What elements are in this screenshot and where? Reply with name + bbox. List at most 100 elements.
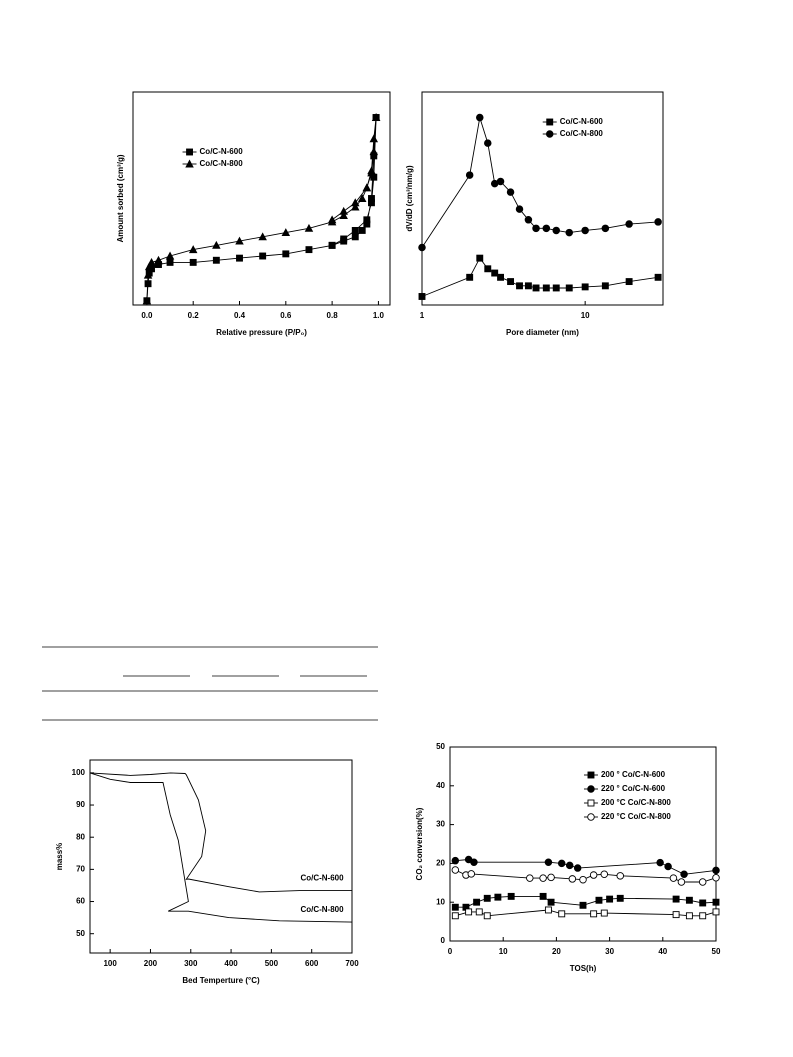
marker <box>142 296 152 305</box>
marker <box>547 898 555 906</box>
legend-label: Co/C-N-800 <box>200 159 244 168</box>
marker <box>672 895 680 903</box>
marker <box>590 910 598 918</box>
marker <box>143 270 153 279</box>
marker <box>532 224 540 233</box>
y-tick-label: 20 <box>436 859 445 868</box>
x-tick-label: 700 <box>345 959 359 968</box>
y-axis-label: mass% <box>55 843 64 871</box>
marker <box>672 911 680 919</box>
y-tick-label: 30 <box>436 820 445 829</box>
marker <box>565 228 574 237</box>
marker <box>712 866 720 875</box>
chart: 100 200 300 400 500 600 700 50 60 70 80 90 100 Bed Te… <box>55 759 359 985</box>
marker <box>281 228 291 237</box>
marker <box>524 216 533 224</box>
marker <box>507 892 515 900</box>
x-tick-label: 200 <box>144 959 158 968</box>
marker <box>483 894 491 902</box>
marker <box>165 251 175 260</box>
x-tick-label: 20 <box>552 947 561 956</box>
marker <box>581 283 589 291</box>
marker <box>367 168 376 177</box>
marker <box>712 874 720 882</box>
legend-label: Co/C-N-600 <box>560 117 604 126</box>
legend-label: Co/C-N-800 <box>560 129 604 138</box>
marker <box>351 202 360 211</box>
marker <box>466 273 474 281</box>
marker <box>616 872 624 880</box>
marker <box>712 908 720 916</box>
marker <box>212 240 221 249</box>
marker <box>565 284 573 292</box>
marker <box>189 258 197 266</box>
x-tick-label: 10 <box>581 311 590 320</box>
legend-label: 220 °C Co/C-N-800 <box>601 812 671 821</box>
marker <box>587 785 595 793</box>
chart: 0 10 20 30 40 50 0 10 20 30 40 50 TOS(h) CO₂ conversi… <box>415 742 721 973</box>
marker <box>669 874 678 882</box>
marker <box>305 246 313 254</box>
marker <box>699 912 707 920</box>
marker <box>616 894 624 902</box>
marker <box>526 874 534 882</box>
marker <box>664 862 672 871</box>
x-tick-label: 1.0 <box>373 311 385 320</box>
marker <box>552 226 560 235</box>
y-tick-label: 60 <box>76 897 85 906</box>
marker <box>483 912 491 920</box>
marker <box>369 147 379 156</box>
marker <box>476 254 484 262</box>
y-tick-label: 70 <box>76 864 85 873</box>
marker <box>327 215 337 224</box>
y-tick-label: 50 <box>436 742 445 751</box>
x-axis-label: Pore diameter (nm) <box>506 328 579 337</box>
marker <box>698 878 707 886</box>
marker <box>340 235 348 243</box>
marker <box>685 896 693 904</box>
marker <box>600 909 608 917</box>
marker <box>546 118 554 126</box>
marker <box>680 870 688 879</box>
y-axis-label: dV/dD (cm³/nm/g) <box>405 165 414 232</box>
marker <box>494 893 502 901</box>
marker <box>351 198 360 207</box>
legend-label: 220 ° Co/C-N-600 <box>601 784 666 793</box>
marker <box>542 224 551 233</box>
y-tick-label: 10 <box>436 897 445 906</box>
marker <box>496 177 505 186</box>
marker <box>451 903 459 911</box>
marker <box>558 910 566 918</box>
x-tick-label: 0 <box>448 947 453 956</box>
marker <box>212 256 220 264</box>
marker <box>186 148 193 156</box>
marker <box>475 908 483 916</box>
marker <box>147 257 156 266</box>
marker <box>581 226 589 235</box>
x-tick-label: 30 <box>605 947 614 956</box>
marker <box>544 858 553 866</box>
marker <box>362 183 372 192</box>
marker <box>491 269 499 277</box>
y-tick-label: 80 <box>76 832 85 841</box>
marker <box>418 243 426 252</box>
y-tick-label: 40 <box>436 781 445 790</box>
x-tick-label: 300 <box>184 959 198 968</box>
marker <box>625 220 633 228</box>
marker <box>465 171 474 179</box>
marker <box>625 278 633 286</box>
marker <box>506 188 515 196</box>
marker <box>259 252 267 260</box>
series-line <box>89 772 353 923</box>
x-tick-label: 400 <box>224 959 238 968</box>
x-tick-label: 1 <box>420 311 425 320</box>
chart: 0.0 0.2 0.4 0.6 0.8 1.0 Relative pressure (P/P… <box>116 91 391 337</box>
plot-frame <box>89 759 353 954</box>
y-tick-label: 100 <box>72 768 86 777</box>
x-tick-label: 0.4 <box>234 311 246 320</box>
marker <box>235 236 244 245</box>
y-tick-label: 50 <box>76 929 85 938</box>
marker <box>656 858 664 867</box>
marker <box>358 226 366 234</box>
